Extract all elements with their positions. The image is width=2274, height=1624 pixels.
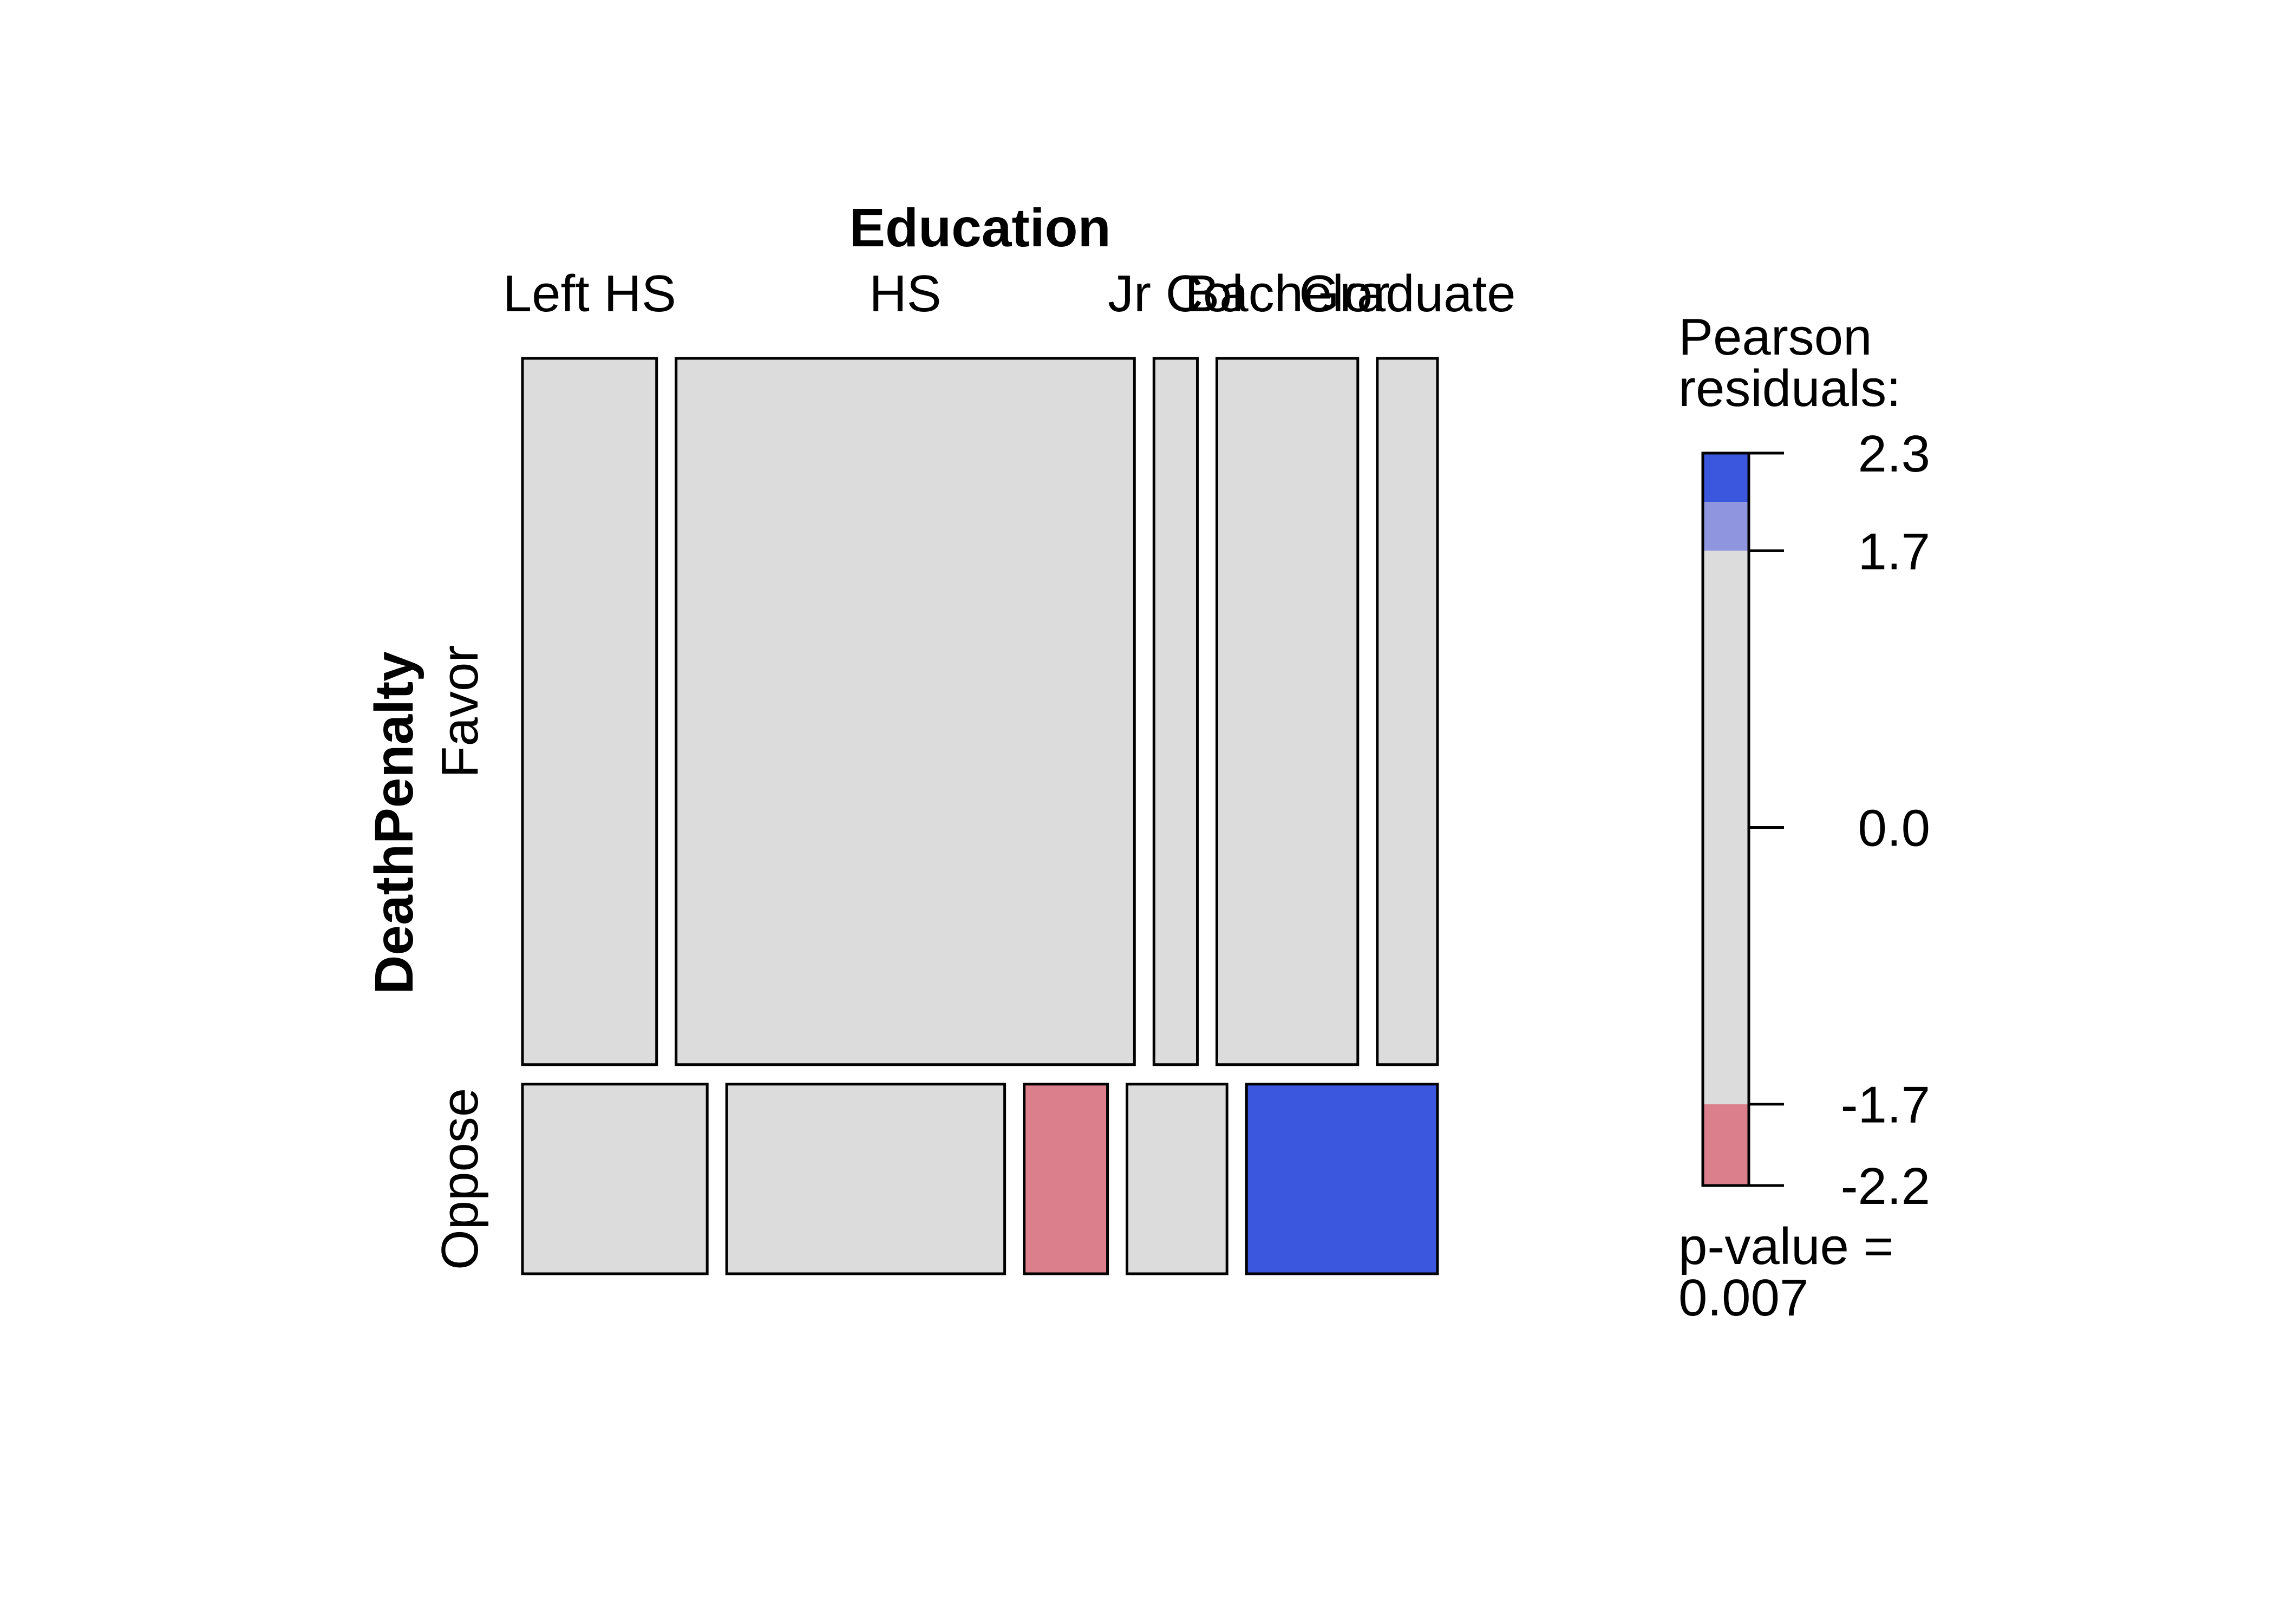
legend-bar-outline [1701, 451, 1750, 1187]
legend-band-none [1703, 551, 1749, 1104]
row-label-oppose: Oppose [431, 1088, 489, 1270]
cell-favor-graduate [1376, 357, 1439, 1066]
cell-favor-hs [675, 357, 1136, 1066]
legend-title-line1: Pearson [1678, 308, 1872, 366]
cell-oppose-graduate [1245, 1083, 1439, 1275]
legend-tick-label: 1.7 [1858, 522, 1930, 580]
legend-tick-label: 0.0 [1858, 800, 1930, 857]
cell-oppose-hs [725, 1083, 1007, 1275]
cell-favor-left-hs [521, 357, 658, 1066]
legend-ticks: 2.3 1.7 0.0 -1.7 -2.2 [1749, 425, 1930, 1215]
legend-bands [1701, 451, 1750, 1187]
cell-favor-bachelor [1216, 357, 1360, 1066]
mosaic-cells [521, 357, 1439, 1275]
legend-band-neg-moderate [1703, 1104, 1749, 1186]
column-label-hs: HS [869, 265, 941, 323]
legend-band-pos-moderate [1703, 502, 1749, 551]
cell-oppose-bachelor [1126, 1083, 1229, 1275]
legend-tick-label: -2.2 [1841, 1157, 1930, 1215]
column-label-bachelor: Bachelor [1185, 265, 1390, 323]
residual-legend: Pearson residuals: 2.3 1.7 0.0 -1.7 -2.2 p-v… [1678, 308, 1930, 1327]
legend-tick-label: -1.7 [1841, 1076, 1930, 1134]
cell-oppose-left-hs [521, 1083, 709, 1275]
row-label-favor: Favor [431, 645, 489, 778]
column-label-graduate: Graduate [1299, 265, 1515, 323]
row-labels: Favor Oppose [431, 645, 489, 1270]
pvalue-line2: 0.007 [1678, 1269, 1808, 1327]
legend-band-pos-strong [1703, 453, 1749, 502]
cell-oppose-jr-col [1023, 1083, 1109, 1275]
pvalue-line1: p-value = [1678, 1217, 1894, 1275]
cell-favor-jr-col [1152, 357, 1199, 1066]
column-label-jr-col: Jr Col [1108, 265, 1244, 323]
column-label-left-hs: Left HS [503, 265, 676, 323]
legend-tick-label: 2.3 [1858, 425, 1930, 483]
x-variable-label: Education [849, 198, 1110, 258]
y-variable-label: DeathPenalty [364, 651, 424, 994]
legend-title-line2: residuals: [1678, 359, 1901, 417]
